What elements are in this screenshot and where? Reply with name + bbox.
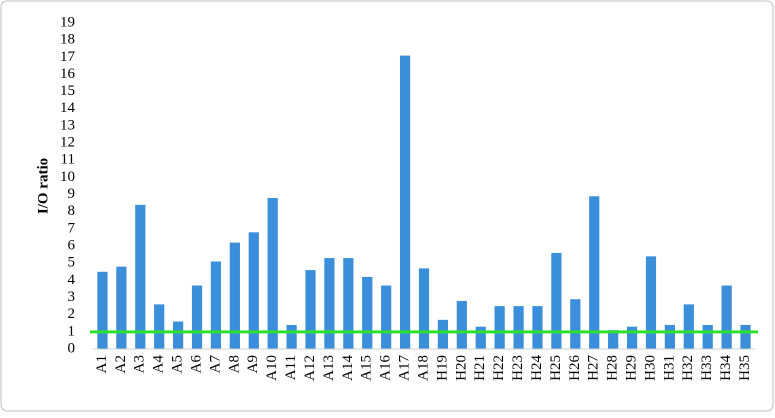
x-tick-label: H27 — [586, 355, 602, 381]
bar — [362, 276, 373, 349]
x-tick-label: H26 — [567, 355, 583, 381]
bar — [721, 285, 732, 349]
y-tick-label: 11 — [61, 152, 75, 168]
x-tick-label: A2 — [113, 355, 129, 373]
y-tick-label: 0 — [68, 340, 76, 356]
x-tick-label: A16 — [378, 355, 394, 381]
x-tick-label: H35 — [737, 355, 753, 381]
x-tick-label: H31 — [661, 355, 677, 381]
bar — [645, 256, 657, 349]
bar — [324, 258, 335, 349]
bar — [381, 285, 392, 349]
bar — [418, 268, 430, 349]
x-tick-label: A8 — [226, 355, 242, 373]
y-tick-label: 13 — [60, 117, 75, 133]
y-tick-label: 5 — [68, 255, 76, 271]
bar — [532, 306, 543, 349]
y-axis-label: I/O ratio — [35, 158, 51, 214]
bar — [267, 198, 278, 349]
x-tick-label: A15 — [359, 355, 375, 381]
x-tick-label: A10 — [264, 355, 280, 381]
y-tick-label: 7 — [68, 220, 76, 236]
bar — [494, 306, 505, 349]
y-tick-label: 8 — [68, 203, 76, 219]
x-tick-label: H19 — [434, 355, 450, 381]
bar — [97, 271, 108, 349]
x-tick-label: A6 — [188, 355, 204, 374]
y-tick-label: 2 — [68, 306, 76, 322]
x-tick-label: H24 — [529, 355, 545, 381]
bar — [626, 326, 638, 349]
x-tick-label: H29 — [623, 355, 639, 381]
bar — [475, 326, 486, 349]
y-tick-label: 6 — [68, 237, 76, 253]
bar — [589, 196, 600, 349]
bar — [343, 258, 354, 349]
y-tick-label: 14 — [60, 100, 76, 116]
x-tick-label: A11 — [283, 355, 299, 380]
x-tick-label: H32 — [680, 355, 696, 381]
bar — [513, 306, 524, 349]
bar — [740, 324, 751, 349]
y-tick-label: 10 — [60, 169, 75, 185]
bar — [154, 304, 165, 349]
bar — [229, 242, 240, 349]
bar — [116, 266, 127, 349]
y-tick-label: 19 — [60, 14, 75, 30]
y-tick-label: 3 — [68, 289, 76, 305]
bar — [173, 321, 184, 349]
x-tick-label: A18 — [415, 355, 431, 381]
x-tick-label: H33 — [699, 355, 715, 381]
bar — [608, 330, 619, 349]
y-tick-label: 15 — [60, 83, 75, 99]
x-tick-label: H25 — [548, 355, 564, 381]
bar — [664, 324, 675, 349]
x-tick-label: A3 — [132, 355, 148, 373]
bar — [702, 324, 713, 349]
y-tick-label: 4 — [68, 272, 76, 288]
x-tick-label: A12 — [302, 355, 318, 381]
bar — [399, 55, 411, 349]
bar — [551, 252, 562, 349]
x-tick-label: H30 — [642, 355, 658, 381]
x-tick-label: H28 — [605, 355, 621, 381]
y-tick-label: 12 — [60, 135, 75, 151]
x-tick-label: H34 — [718, 355, 734, 381]
bar — [248, 232, 259, 349]
bar — [210, 261, 222, 349]
bar — [570, 299, 581, 349]
bar — [191, 285, 203, 349]
bar — [286, 324, 297, 349]
x-tick-label: A5 — [170, 355, 186, 373]
x-tick-label: H20 — [453, 355, 469, 381]
y-tick-label: 17 — [60, 49, 76, 65]
bar — [456, 300, 467, 349]
bar — [135, 204, 146, 349]
x-tick-label: A13 — [321, 355, 337, 381]
y-tick-label: 9 — [68, 186, 76, 202]
x-tick-label: H23 — [510, 355, 526, 381]
x-tick-label: H22 — [491, 355, 507, 381]
x-tick-label: A17 — [397, 355, 413, 381]
bar — [683, 304, 694, 349]
x-tick-label: A7 — [207, 355, 223, 374]
y-tick-label: 18 — [60, 32, 75, 48]
x-tick-label: A14 — [340, 355, 356, 381]
x-tick-label: A4 — [151, 355, 167, 374]
y-tick-label: 16 — [60, 66, 76, 82]
x-tick-label: A1 — [94, 355, 110, 373]
bar — [437, 319, 449, 349]
y-tick-label: 1 — [68, 323, 76, 339]
x-tick-label: H21 — [472, 355, 488, 381]
x-tick-label: A9 — [245, 355, 261, 373]
bar — [305, 270, 316, 349]
